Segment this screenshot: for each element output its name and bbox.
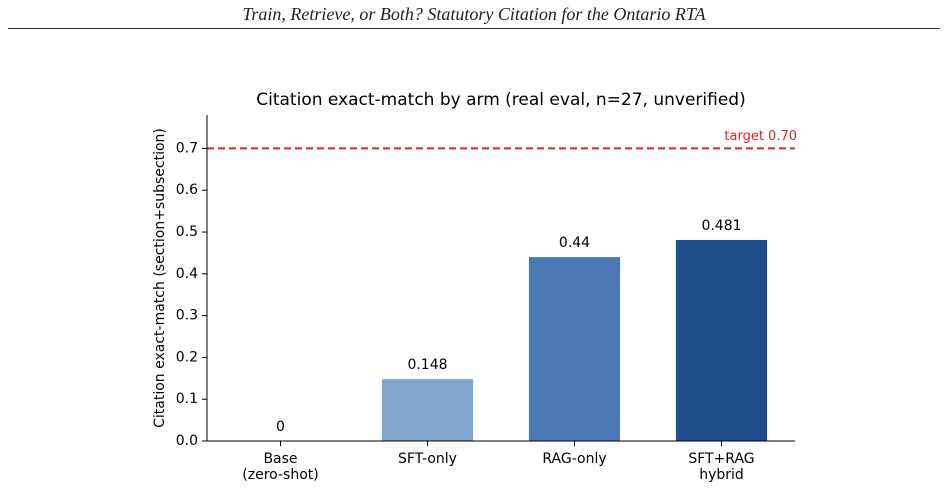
value-label: 0.148 [407,357,447,373]
x-tick-label: (zero-shot) [242,467,318,483]
chart-title: Citation exact-match by arm (real eval, … [256,90,745,110]
x-tick-label: Base [263,451,297,467]
y-tick-label: 0.6 [176,182,198,198]
y-tick-label: 0.0 [176,433,198,449]
bar [675,239,768,441]
x-tick-label: SFT-only [398,451,457,467]
y-axis-label: Citation exact-match (section+subsection… [152,128,168,428]
value-label: 0 [276,419,285,435]
y-tick-label: 0.3 [176,308,198,324]
y-tick-label: 0.1 [176,391,198,407]
y-tick-label: 0.5 [176,224,198,240]
y-tick-label: 0.2 [176,349,198,365]
header-rule [8,28,940,29]
bar [528,257,621,441]
y-tick-label: 0.7 [176,140,198,156]
bar [381,379,474,441]
y-tick-label: 0.4 [176,266,198,282]
x-tick-label: SFT+RAG [688,451,754,467]
x-tick-label: RAG-only [542,451,606,467]
page-title: Train, Retrieve, or Both? Statutory Cita… [242,4,706,24]
reference-label: target 0.70 [724,129,797,144]
x-tick-label: hybrid [699,467,744,483]
value-label: 0.44 [559,235,590,251]
value-label: 0.481 [701,218,741,234]
